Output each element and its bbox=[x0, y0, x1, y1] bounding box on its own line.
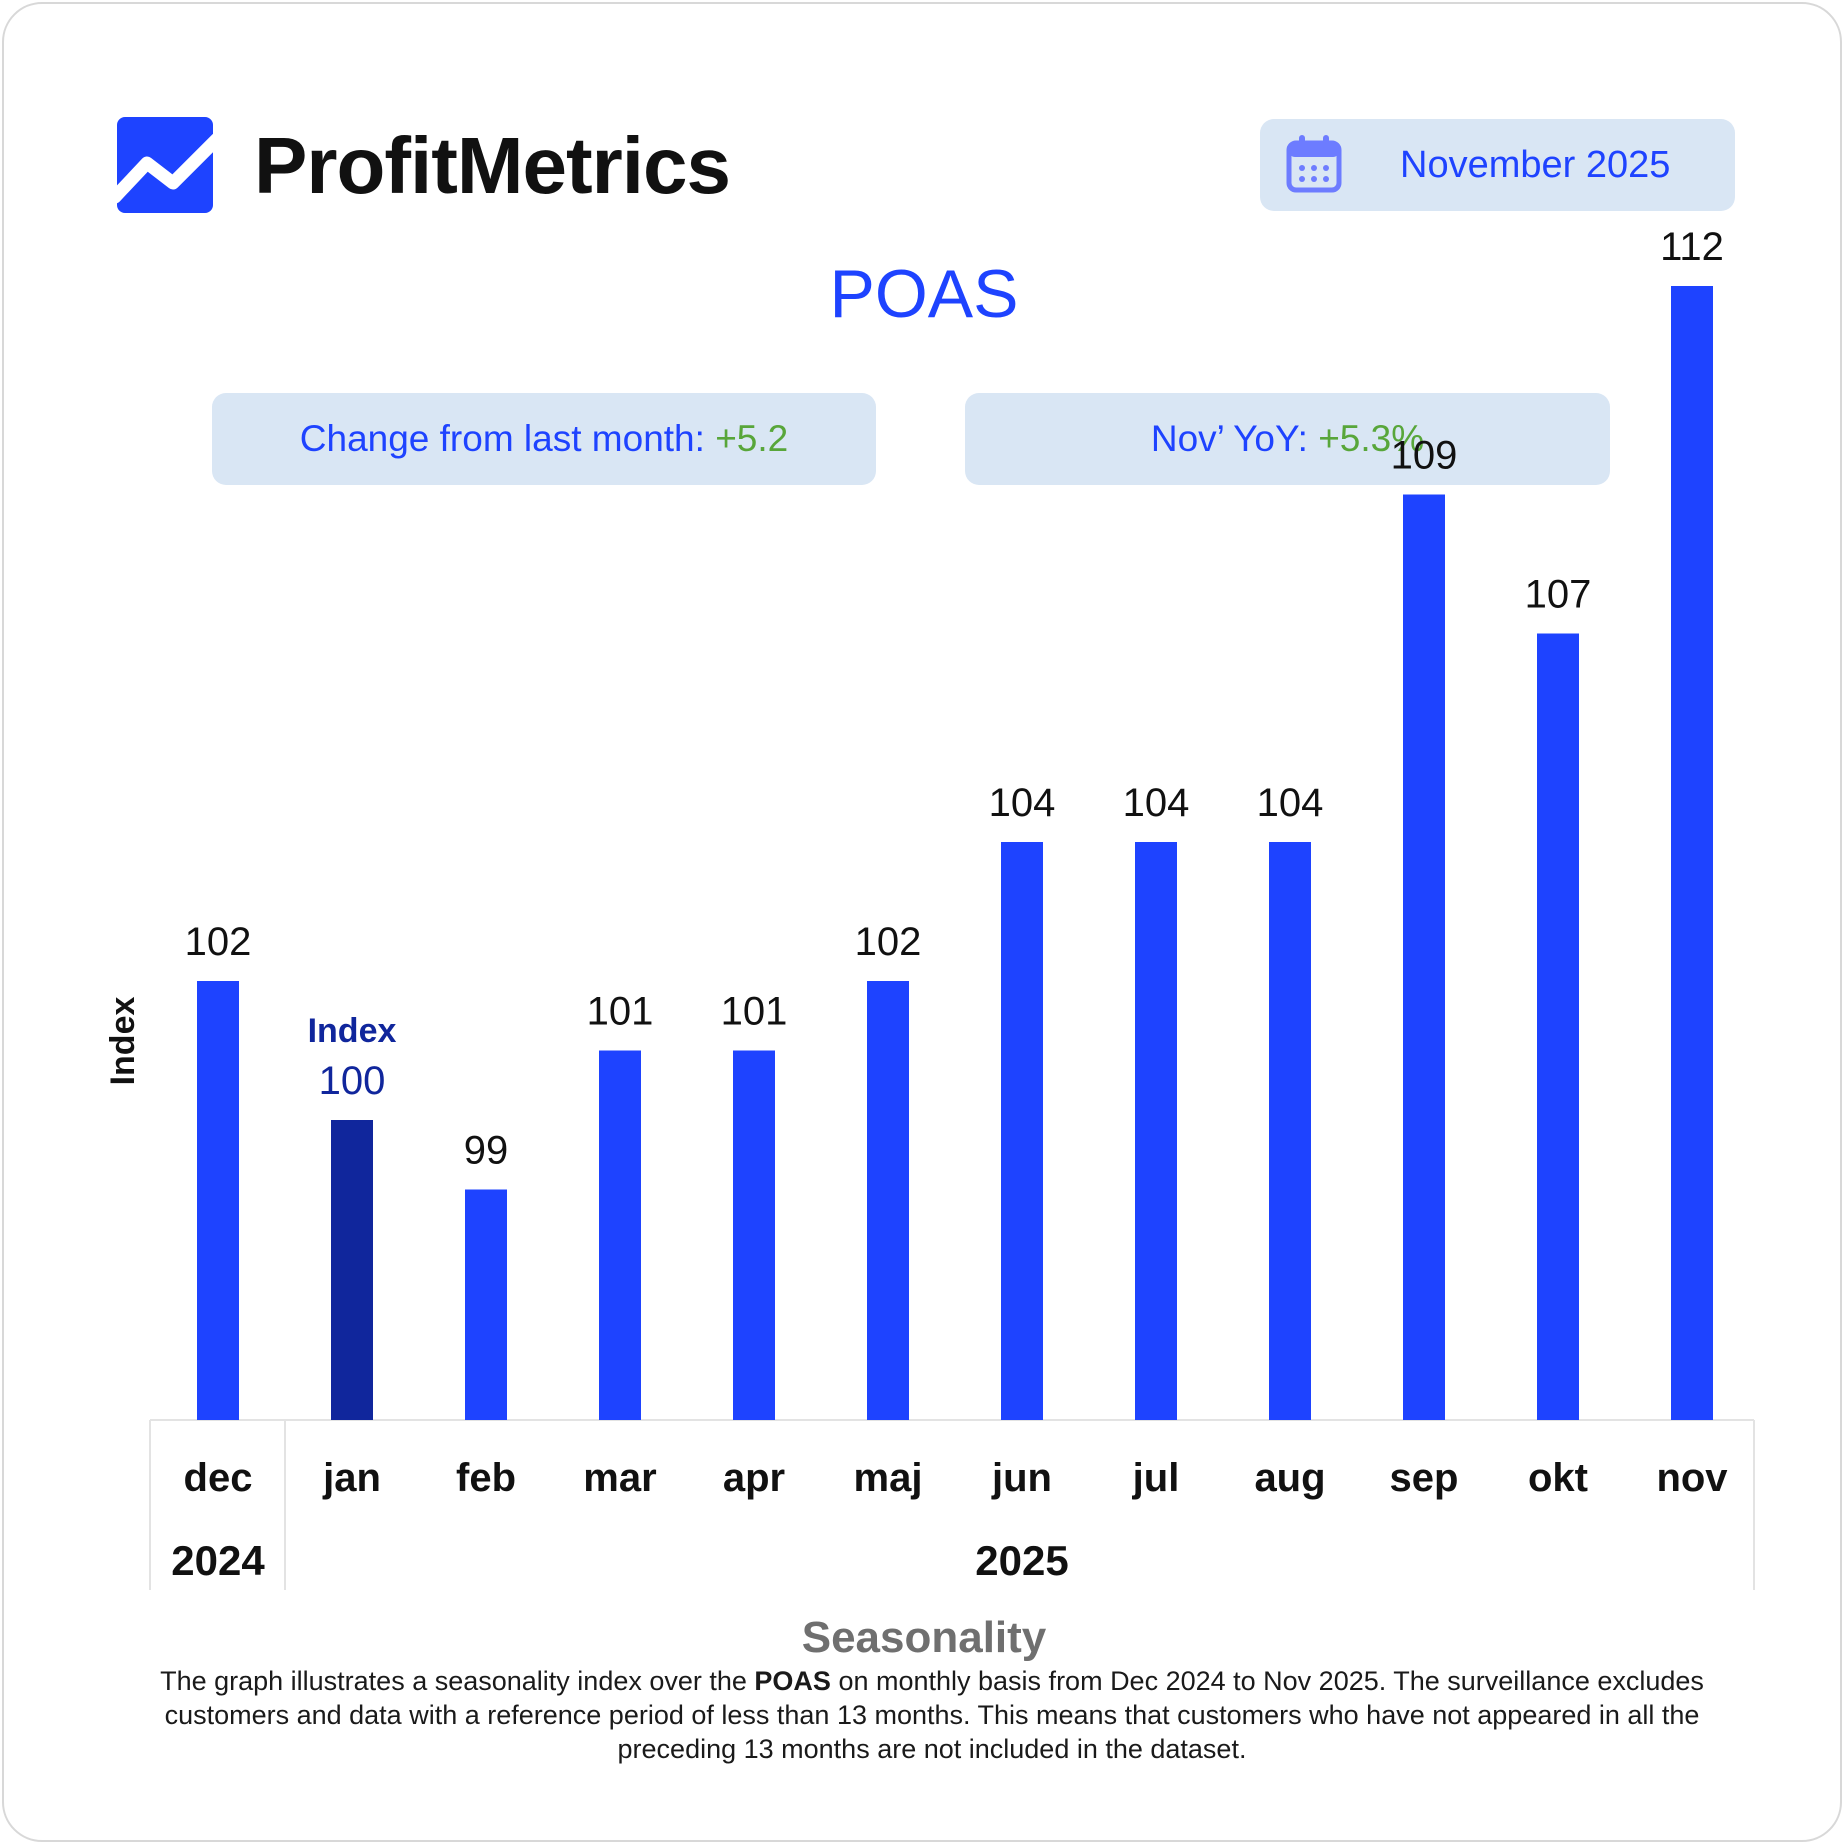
change-label: Change from last month: bbox=[299, 418, 716, 459]
data-label-feb: 99 bbox=[464, 1129, 509, 1173]
yoy-badge: Nov’ YoY: +5.3% bbox=[965, 393, 1610, 485]
bar-maj bbox=[867, 981, 909, 1420]
data-label-jun: 104 bbox=[989, 781, 1056, 825]
x-tick-label-maj: maj bbox=[854, 1456, 923, 1500]
caption-text-bold: POAS bbox=[754, 1666, 831, 1696]
data-label-dec: 102 bbox=[185, 920, 252, 964]
yoy-label: Nov’ YoY: bbox=[1150, 418, 1319, 459]
x-tick-label-nov: nov bbox=[1656, 1456, 1728, 1500]
bar-jan bbox=[331, 1120, 373, 1420]
data-label-mar: 101 bbox=[587, 990, 654, 1034]
bar-apr bbox=[733, 1050, 775, 1420]
bar-feb bbox=[465, 1189, 507, 1420]
x-tick-label-aug: aug bbox=[1254, 1456, 1325, 1500]
year-label: 2024 bbox=[171, 1537, 265, 1584]
data-label-apr: 101 bbox=[721, 990, 788, 1034]
caption-text-after: on monthly basis from Dec 2024 to Nov 20… bbox=[164, 1666, 1704, 1764]
caption-title: Seasonality bbox=[801, 1613, 1047, 1662]
seasonality-bar-chart: 2024 2025 Index 102 dec 100 Index jan 99 feb 101 ma… bbox=[104, 225, 1755, 1590]
date-label: November 2025 bbox=[1400, 144, 1671, 186]
change-value: +5.2 bbox=[715, 418, 789, 459]
bar-nov bbox=[1671, 286, 1713, 1420]
bar-sep bbox=[1403, 494, 1445, 1420]
data-label-nov: 112 bbox=[1660, 225, 1724, 269]
x-tick-label-feb: feb bbox=[456, 1456, 516, 1500]
x-tick-label-apr: apr bbox=[723, 1456, 785, 1500]
caption-text: The graph illustrates a seasonality inde… bbox=[122, 1664, 1742, 1766]
bar-okt bbox=[1537, 633, 1579, 1420]
bar-dec bbox=[197, 981, 239, 1420]
x-tick-label-jan: jan bbox=[322, 1456, 381, 1500]
x-tick-label-mar: mar bbox=[583, 1456, 656, 1500]
bar-mar bbox=[599, 1050, 641, 1420]
x-tick-label-sep: sep bbox=[1390, 1456, 1459, 1500]
data-label-sep: 109 bbox=[1391, 434, 1458, 478]
reference-index-label: Index bbox=[308, 1012, 397, 1050]
brand-name: ProfitMetrics bbox=[254, 121, 731, 210]
change-from-last-month-badge: Change from last month: +5.2 bbox=[212, 393, 876, 485]
data-label-jul: 104 bbox=[1123, 781, 1190, 825]
x-tick-label-jun: jun bbox=[991, 1456, 1052, 1500]
x-tick-label-dec: dec bbox=[184, 1456, 253, 1500]
profitmetrics-logo-icon bbox=[117, 117, 213, 213]
calendar-icon bbox=[1286, 135, 1342, 193]
page-title: POAS bbox=[829, 256, 1019, 332]
caption-text-before: The graph illustrates a seasonality inde… bbox=[160, 1666, 755, 1696]
bar-aug bbox=[1269, 842, 1311, 1420]
bar-jun bbox=[1001, 842, 1043, 1420]
date-selector[interactable]: November 2025 bbox=[1260, 119, 1735, 211]
y-axis-label: Index bbox=[104, 997, 142, 1086]
bar-jul bbox=[1135, 842, 1177, 1420]
data-label-aug: 104 bbox=[1257, 781, 1324, 825]
data-label-maj: 102 bbox=[855, 920, 922, 964]
x-tick-label-jul: jul bbox=[1132, 1456, 1180, 1500]
x-tick-label-okt: okt bbox=[1528, 1456, 1588, 1500]
year-label: 2025 bbox=[975, 1537, 1068, 1584]
data-label-okt: 107 bbox=[1525, 573, 1592, 617]
yoy-value: +5.3% bbox=[1318, 418, 1425, 459]
data-label-jan: 100 bbox=[319, 1059, 386, 1103]
